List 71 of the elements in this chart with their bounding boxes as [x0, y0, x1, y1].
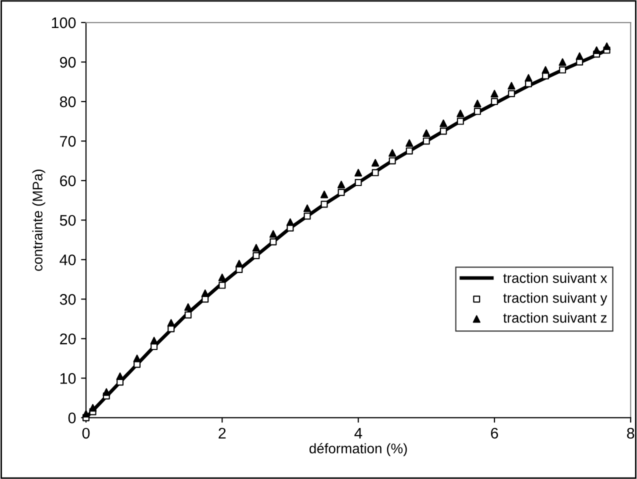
y-tick-label: 70 [60, 136, 76, 147]
y-tick-label: 80 [60, 96, 76, 108]
y-tick-label: 30 [60, 294, 76, 305]
y-tick-label: 20 [60, 334, 76, 344]
point [304, 212, 311, 220]
point [558, 58, 566, 66]
point [252, 252, 260, 260]
point [406, 147, 413, 154]
point [422, 138, 430, 145]
point [592, 46, 600, 54]
point [440, 128, 447, 135]
legend-label: traction suivant z [503, 312, 607, 323]
point [474, 108, 481, 115]
point [303, 204, 312, 212]
point [218, 274, 226, 282]
point [252, 244, 260, 252]
point [235, 260, 243, 268]
point [440, 119, 448, 128]
x-tick-label: 8 [627, 428, 634, 439]
point [508, 82, 516, 90]
legend-label: traction suivant y [503, 292, 608, 306]
y-tick-label: 0 [68, 412, 76, 424]
point [218, 282, 226, 289]
point [456, 118, 464, 125]
point [167, 319, 175, 327]
point [474, 100, 482, 108]
y-tick-label: 40 [60, 254, 76, 266]
point [524, 74, 532, 82]
point [133, 354, 141, 362]
point [338, 188, 345, 196]
x-tick-label: 4 [354, 428, 362, 438]
point [406, 139, 414, 147]
point [602, 42, 611, 50]
x-tick-label: 6 [491, 428, 498, 439]
x-tick-label: 2 [218, 428, 226, 438]
point [270, 238, 277, 246]
point [559, 66, 566, 74]
point [508, 90, 515, 98]
y-axis-title: contrainte (MPa) [32, 170, 46, 271]
point [269, 230, 278, 238]
point [102, 388, 110, 396]
point [88, 404, 97, 412]
point [201, 289, 209, 298]
point [490, 98, 498, 106]
point [456, 110, 464, 118]
point [354, 179, 362, 186]
x-tick-label: 0 [82, 428, 90, 439]
point [320, 190, 328, 198]
point [388, 149, 396, 157]
point [576, 52, 584, 60]
point [184, 311, 192, 318]
point [150, 336, 158, 344]
point [542, 66, 550, 74]
y-tick-label: 50 [60, 214, 76, 226]
legend-label: traction suivant x [503, 272, 608, 283]
point [337, 180, 346, 188]
point [422, 129, 430, 137]
point [388, 157, 396, 164]
point [490, 90, 498, 98]
point [372, 169, 379, 176]
point [184, 303, 192, 311]
y-tick-label: 60 [60, 175, 76, 186]
point [372, 158, 380, 167]
point [116, 372, 124, 380]
point [320, 200, 328, 208]
point [354, 168, 362, 176]
y-tick-label: 10 [60, 373, 76, 384]
x-axis-title: déformation (%) [310, 443, 407, 456]
y-tick-label: 100 [52, 17, 76, 28]
y-tick-label: 90 [60, 56, 76, 68]
point [286, 218, 294, 226]
